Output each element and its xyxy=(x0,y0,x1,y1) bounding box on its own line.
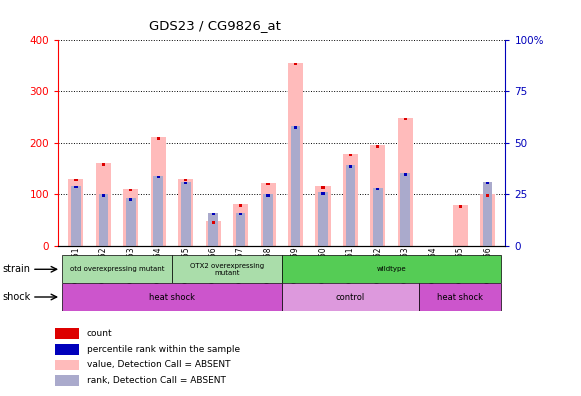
Bar xyxy=(288,63,303,246)
Bar xyxy=(129,198,132,201)
Bar xyxy=(236,213,245,246)
Bar xyxy=(315,186,331,246)
Bar xyxy=(343,154,358,246)
Bar xyxy=(349,154,352,156)
Bar xyxy=(321,192,325,194)
Text: OTX2 overexpressing
mutant: OTX2 overexpressing mutant xyxy=(190,263,264,276)
Bar xyxy=(458,206,462,208)
Bar xyxy=(267,183,270,185)
Text: value, Detection Call = ABSENT: value, Detection Call = ABSENT xyxy=(87,360,230,369)
Bar xyxy=(294,126,297,129)
Bar xyxy=(153,175,163,246)
Bar xyxy=(419,283,501,311)
Bar xyxy=(129,189,132,191)
Bar xyxy=(55,344,79,355)
Bar xyxy=(184,179,187,181)
Bar xyxy=(260,183,275,246)
Bar xyxy=(370,145,385,246)
Bar xyxy=(373,188,383,246)
Bar xyxy=(184,182,187,184)
Bar xyxy=(404,173,407,176)
Text: count: count xyxy=(87,329,112,338)
Bar xyxy=(102,163,105,166)
Bar xyxy=(294,63,297,65)
Text: wildtype: wildtype xyxy=(376,266,406,272)
Bar xyxy=(71,186,81,246)
Bar xyxy=(346,165,355,246)
Bar xyxy=(453,206,468,246)
Bar xyxy=(486,194,489,196)
Text: rank, Detection Call = ABSENT: rank, Detection Call = ABSENT xyxy=(87,376,225,385)
Bar xyxy=(181,182,191,246)
Bar xyxy=(157,175,160,178)
Bar xyxy=(126,198,135,246)
Bar xyxy=(206,221,221,246)
Bar xyxy=(172,255,282,283)
Bar xyxy=(209,213,218,246)
Bar xyxy=(263,194,273,246)
Bar xyxy=(267,194,270,196)
Bar xyxy=(318,192,328,246)
Bar xyxy=(62,255,172,283)
Bar xyxy=(239,204,242,207)
Text: strain: strain xyxy=(3,264,31,274)
Bar xyxy=(239,213,242,215)
Bar xyxy=(211,221,215,224)
Text: control: control xyxy=(336,293,365,301)
Bar xyxy=(74,179,78,181)
Bar xyxy=(233,204,248,246)
Bar xyxy=(483,182,493,246)
Text: GDS23 / CG9826_at: GDS23 / CG9826_at xyxy=(149,19,281,32)
Bar xyxy=(398,118,413,246)
Bar xyxy=(480,194,495,246)
Bar xyxy=(376,145,379,148)
Bar xyxy=(69,179,84,246)
Text: heat shock: heat shock xyxy=(437,293,483,301)
Bar xyxy=(96,163,111,246)
Bar xyxy=(282,255,501,283)
Bar xyxy=(321,186,325,189)
Bar xyxy=(99,194,108,246)
Bar xyxy=(62,283,282,311)
Bar xyxy=(400,173,410,246)
Text: otd overexpressing mutant: otd overexpressing mutant xyxy=(70,266,164,272)
Bar xyxy=(404,118,407,120)
Bar xyxy=(486,182,489,184)
Bar xyxy=(211,213,215,215)
Bar xyxy=(123,189,138,246)
Bar xyxy=(178,179,193,246)
Bar xyxy=(102,194,105,196)
Bar xyxy=(282,283,419,311)
Bar xyxy=(74,186,78,188)
Bar xyxy=(290,126,300,246)
Bar xyxy=(349,165,352,168)
Bar xyxy=(55,328,79,339)
Bar xyxy=(55,360,79,370)
Bar xyxy=(55,375,79,386)
Bar xyxy=(157,137,160,140)
Text: shock: shock xyxy=(3,292,31,302)
Text: percentile rank within the sample: percentile rank within the sample xyxy=(87,345,240,354)
Bar xyxy=(150,137,166,246)
Text: heat shock: heat shock xyxy=(149,293,195,301)
Bar xyxy=(376,188,379,190)
